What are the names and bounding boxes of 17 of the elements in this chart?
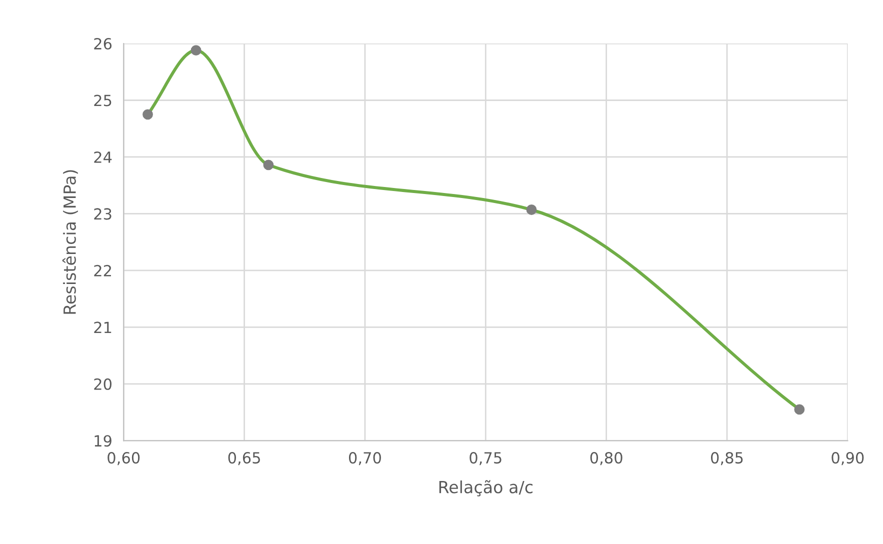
y-tick-label: 20 xyxy=(94,378,112,390)
y-tick-label: 23 xyxy=(94,208,112,220)
y-tick-label: 25 xyxy=(94,94,112,106)
y-tick-label: 22 xyxy=(94,264,111,276)
x-axis-title: Relação a/c xyxy=(439,480,533,496)
y-axis-title: Resistência (MPa) xyxy=(62,170,78,314)
x-tick-label: 0,60 xyxy=(108,452,140,466)
y-tick-label: 24 xyxy=(94,151,112,163)
y-tick-label: 19 xyxy=(94,435,112,447)
x-tick-label: 0,65 xyxy=(228,452,260,466)
y-tick-label: 26 xyxy=(94,38,112,50)
x-tick-label: 0,70 xyxy=(348,452,381,466)
x-tick-label: 0,80 xyxy=(590,452,622,466)
y-tick-label: 21 xyxy=(94,322,112,333)
x-tick-label: 0,85 xyxy=(711,452,743,466)
x-tick-label: 0,75 xyxy=(470,452,502,466)
x-tick-label: 0,90 xyxy=(832,452,864,466)
